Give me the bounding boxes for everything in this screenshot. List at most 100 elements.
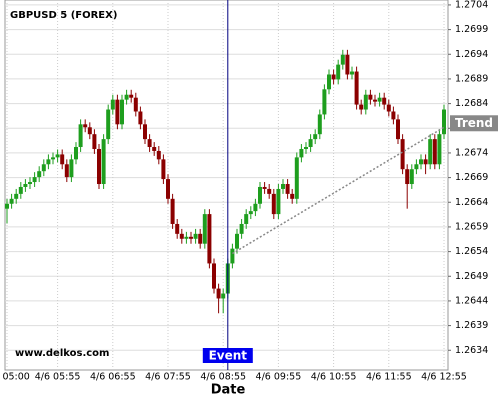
candle-body bbox=[133, 97, 138, 112]
candle-body bbox=[327, 74, 331, 90]
y-tick-label: 1.2684 bbox=[455, 98, 488, 109]
candle-body bbox=[386, 104, 391, 112]
candle-body bbox=[253, 203, 258, 212]
candle-body bbox=[143, 124, 147, 140]
candle-body bbox=[428, 139, 433, 165]
candle-body bbox=[345, 54, 350, 75]
candle-body bbox=[92, 134, 97, 149]
candle-body bbox=[55, 154, 60, 158]
candle-body bbox=[340, 54, 345, 65]
candle-body bbox=[239, 223, 244, 234]
candle-body bbox=[64, 164, 69, 178]
candle-body bbox=[124, 94, 129, 100]
y-tick-label: 1.2659 bbox=[455, 221, 488, 232]
candle-body bbox=[193, 233, 198, 239]
candle-body bbox=[368, 94, 373, 100]
candle-body bbox=[41, 164, 46, 172]
candle-body bbox=[216, 288, 221, 299]
candle-body bbox=[161, 159, 166, 180]
candle-body bbox=[198, 233, 203, 244]
chart-title: GBPUSD 5 (FOREX) bbox=[10, 10, 117, 21]
candle-body bbox=[396, 119, 400, 140]
candle-body bbox=[207, 214, 212, 264]
candle-body bbox=[419, 159, 423, 165]
candle-body bbox=[442, 109, 446, 135]
candle-body bbox=[331, 74, 336, 80]
y-tick-label: 1.2634 bbox=[455, 345, 488, 356]
candle-body bbox=[281, 184, 285, 189]
candle-body bbox=[9, 198, 14, 204]
candle-body bbox=[391, 111, 396, 120]
candle-body bbox=[221, 293, 226, 299]
candle-body bbox=[97, 148, 101, 185]
candle-body bbox=[74, 147, 78, 160]
x-tick-label: 4/6 05:55 bbox=[35, 372, 81, 383]
y-tick-label: 1.2664 bbox=[455, 197, 488, 208]
trend-label: Trend bbox=[455, 116, 493, 130]
candle-body bbox=[405, 169, 410, 185]
candle-body bbox=[46, 159, 51, 165]
y-tick-label: 1.2674 bbox=[455, 147, 488, 158]
candle-body bbox=[244, 214, 249, 224]
candle-body bbox=[248, 211, 253, 215]
candle-body bbox=[147, 139, 152, 148]
candle-body bbox=[184, 236, 189, 239]
candle-body bbox=[400, 139, 405, 170]
candle-body bbox=[101, 139, 106, 185]
x-tick-label: 4/6 07:55 bbox=[145, 372, 191, 383]
y-tick-label: 1.2699 bbox=[455, 24, 488, 35]
y-tick-label: 1.2644 bbox=[455, 295, 488, 306]
trend-line bbox=[232, 126, 445, 255]
candle-body bbox=[373, 99, 377, 102]
candle-body bbox=[317, 114, 322, 135]
y-tick-label: 1.2649 bbox=[455, 271, 488, 282]
candle-body bbox=[290, 193, 295, 199]
candle-body bbox=[138, 111, 143, 125]
y-tick-label: 1.2689 bbox=[455, 73, 488, 84]
candle-body bbox=[276, 188, 281, 215]
candle-body bbox=[299, 148, 304, 158]
candle-body bbox=[235, 233, 239, 249]
candle-body bbox=[409, 169, 414, 185]
plot-area bbox=[4, 0, 449, 371]
candle-body bbox=[189, 236, 193, 239]
y-tick-label: 1.2639 bbox=[455, 320, 488, 331]
candle-body bbox=[322, 89, 327, 115]
candle-body bbox=[262, 186, 267, 189]
candle-body bbox=[69, 159, 74, 178]
candle-body bbox=[152, 147, 157, 151]
y-tick-label: 1.2654 bbox=[455, 246, 488, 257]
trend-label-box bbox=[450, 115, 498, 132]
candle-body bbox=[267, 188, 272, 194]
candle-body bbox=[5, 203, 9, 209]
candle-body bbox=[28, 182, 32, 185]
candle-body bbox=[212, 263, 216, 289]
candle-body bbox=[336, 64, 341, 80]
y-tick-label: 1.2694 bbox=[455, 49, 488, 60]
candle-body bbox=[271, 193, 276, 215]
candle-body bbox=[87, 127, 92, 135]
candle-body bbox=[304, 147, 308, 149]
candle-body bbox=[106, 109, 111, 140]
x-tick-label: 4/6 06:55 bbox=[90, 372, 136, 383]
candle-body bbox=[437, 134, 442, 165]
candle-body bbox=[23, 184, 28, 187]
candle-body bbox=[258, 186, 262, 204]
candle-body bbox=[83, 124, 88, 128]
candle-body bbox=[202, 214, 207, 244]
candle-body bbox=[179, 233, 184, 239]
y-tick-label: 1.2669 bbox=[455, 172, 488, 183]
candle-body bbox=[166, 179, 170, 199]
candle-body bbox=[32, 177, 37, 183]
candle-body bbox=[51, 157, 55, 160]
candle-body bbox=[18, 186, 23, 194]
candle-body bbox=[423, 159, 428, 165]
candle-body bbox=[14, 193, 19, 199]
x-axis-label: Date bbox=[211, 383, 246, 398]
candle-body bbox=[60, 154, 65, 165]
candle-body bbox=[110, 99, 115, 110]
x-tick-label: 4/6 10:55 bbox=[311, 372, 357, 383]
candle-body bbox=[350, 71, 354, 75]
candle-body bbox=[377, 97, 382, 102]
